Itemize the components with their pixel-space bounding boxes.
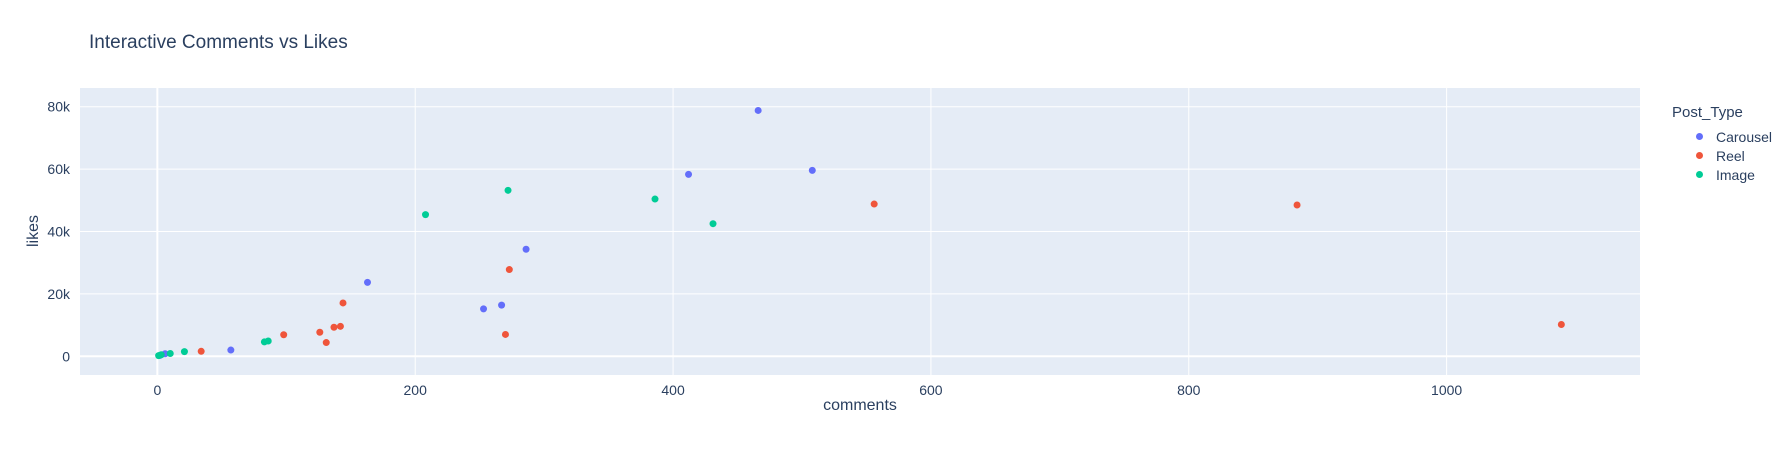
point-reel[interactable] (280, 331, 288, 339)
data-points[interactable] (155, 106, 1565, 360)
chart-title: Interactive Comments vs Likes (89, 32, 348, 53)
y-tick-labels: 0 20k 40k 60k 80k (47, 99, 71, 365)
point-carousel[interactable] (754, 106, 762, 114)
legend-label: Image (1716, 166, 1755, 183)
point-carousel[interactable] (498, 301, 506, 309)
point-carousel[interactable] (480, 305, 488, 313)
legend-label: Carousel (1716, 128, 1773, 145)
point-image[interactable] (504, 186, 512, 194)
point-image[interactable] (155, 352, 163, 360)
point-reel[interactable] (339, 299, 347, 307)
y-tick-label: 20k (47, 286, 71, 302)
point-reel[interactable] (316, 328, 324, 336)
x-tick-label: 1000 (1431, 382, 1462, 398)
x-axis-title: comments (823, 397, 897, 414)
point-carousel[interactable] (808, 166, 816, 174)
x-tick-label: 0 (153, 382, 161, 398)
legend-swatch (1696, 133, 1703, 140)
y-tick-label: 60k (47, 161, 71, 177)
x-gridlines (156, 88, 1448, 375)
point-image[interactable] (422, 211, 430, 219)
legend-item-carousel[interactable]: Carousel (1672, 127, 1772, 146)
point-reel[interactable] (501, 330, 509, 338)
point-carousel[interactable] (364, 278, 372, 286)
point-image[interactable] (166, 349, 174, 357)
point-carousel[interactable] (522, 245, 530, 253)
legend-label: Reel (1716, 147, 1745, 164)
x-tick-label: 200 (404, 382, 428, 398)
legend-swatch (1696, 152, 1703, 159)
y-tick-label: 0 (62, 348, 70, 364)
x-tick-label: 800 (1177, 382, 1201, 398)
point-reel[interactable] (330, 323, 338, 331)
point-image[interactable] (709, 220, 717, 228)
x-tick-labels: 0 200 400 600 800 1000 (153, 382, 1462, 398)
point-reel[interactable] (1293, 201, 1301, 209)
legend-title: Post_Type (1672, 104, 1743, 121)
legend-item-image[interactable]: Image (1672, 165, 1772, 184)
point-carousel[interactable] (227, 346, 235, 354)
legend-items: Carousel Reel Image (1672, 127, 1772, 184)
y-axis-title: likes (25, 215, 42, 247)
point-reel[interactable] (322, 339, 330, 347)
point-carousel[interactable] (685, 170, 693, 178)
y-tick-label: 40k (47, 224, 71, 240)
point-reel[interactable] (505, 266, 513, 274)
x-tick-label: 400 (661, 382, 685, 398)
legend-swatch (1696, 171, 1703, 178)
point-image[interactable] (264, 337, 272, 345)
y-gridlines (80, 106, 1640, 358)
point-reel[interactable] (1557, 320, 1565, 328)
y-tick-label: 80k (47, 99, 71, 115)
point-reel[interactable] (197, 347, 205, 355)
point-reel[interactable] (870, 200, 878, 208)
point-image[interactable] (180, 348, 188, 356)
x-tick-label: 600 (919, 382, 943, 398)
point-image[interactable] (651, 195, 659, 203)
legend: Post_Type Carousel Reel Image (1672, 104, 1772, 184)
point-reel[interactable] (336, 322, 344, 330)
legend-item-reel[interactable]: Reel (1672, 146, 1772, 165)
